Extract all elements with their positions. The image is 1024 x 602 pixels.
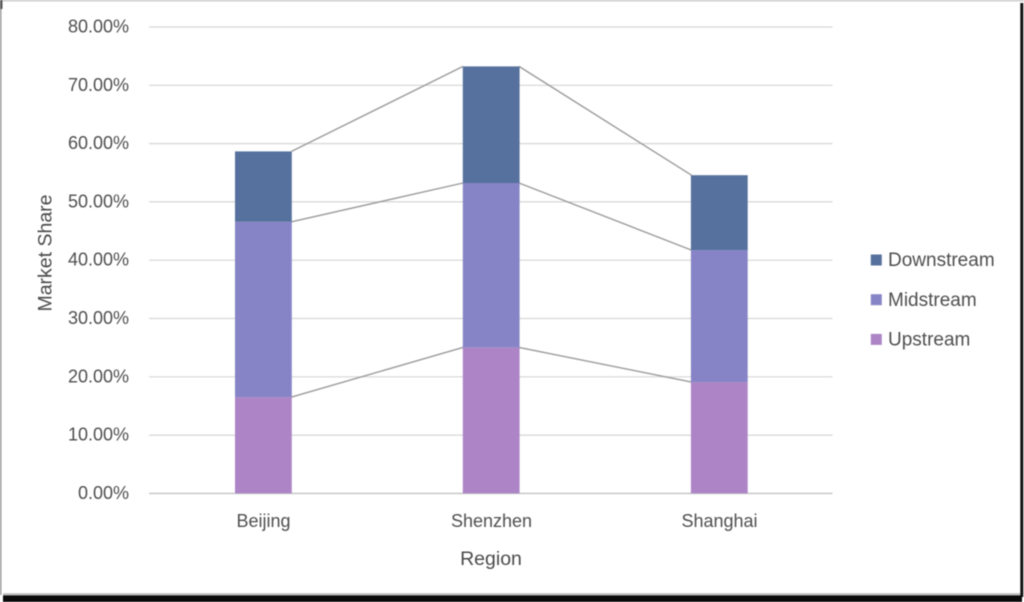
svg-text:40.00%: 40.00% (68, 250, 129, 270)
svg-text:10.00%: 10.00% (68, 425, 129, 445)
svg-text:Shanghai: Shanghai (681, 511, 757, 531)
svg-text:Beijing: Beijing (236, 511, 290, 531)
svg-text:Downstream: Downstream (888, 250, 995, 271)
svg-text:50.00%: 50.00% (68, 191, 129, 211)
svg-text:Upstream: Upstream (888, 330, 970, 351)
svg-text:20.00%: 20.00% (68, 366, 129, 386)
svg-text:Midstream: Midstream (888, 290, 977, 311)
svg-text:Region: Region (460, 548, 522, 570)
svg-text:Market Share: Market Share (35, 194, 57, 311)
svg-text:0.00%: 0.00% (78, 483, 129, 503)
svg-text:60.00%: 60.00% (68, 133, 129, 153)
svg-text:70.00%: 70.00% (68, 75, 129, 95)
svg-text:30.00%: 30.00% (68, 308, 129, 328)
svg-text:80.00%: 80.00% (68, 17, 129, 37)
svg-text:Shenzhen: Shenzhen (451, 511, 532, 531)
